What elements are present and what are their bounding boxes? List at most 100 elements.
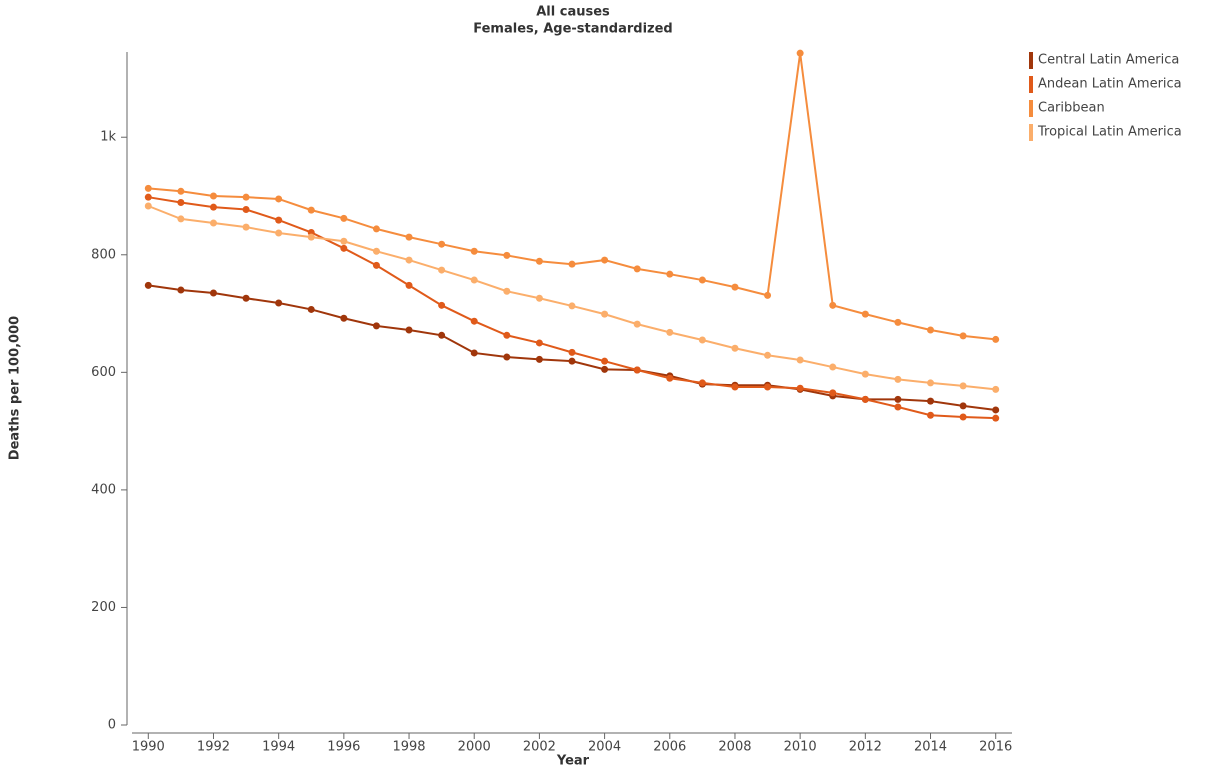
- data-point: [666, 328, 674, 336]
- data-point: [177, 187, 185, 195]
- x-tick-label: 2000: [458, 740, 491, 755]
- x-axis-title: Year: [556, 754, 590, 768]
- data-point: [242, 206, 250, 214]
- data-point: [438, 331, 446, 339]
- data-point: [209, 219, 217, 227]
- chart-title: All causes: [536, 5, 610, 20]
- legend-label: Caribbean: [1038, 101, 1105, 116]
- x-tick-label: 1996: [327, 740, 360, 755]
- x-tick-label: 2012: [849, 740, 882, 755]
- data-point: [405, 281, 413, 289]
- data-point: [438, 240, 446, 248]
- data-point: [666, 270, 674, 278]
- data-point: [633, 320, 641, 328]
- data-point: [861, 395, 869, 403]
- x-tick-label: 2006: [653, 740, 686, 755]
- legend-label: Andean Latin America: [1038, 77, 1182, 92]
- x-tick-label: 1990: [132, 740, 165, 755]
- data-point: [275, 195, 283, 203]
- data-point: [796, 356, 804, 364]
- legend-swatch: [1029, 100, 1033, 117]
- data-point: [503, 251, 511, 259]
- data-point: [405, 233, 413, 241]
- data-point: [568, 348, 576, 356]
- data-point: [764, 291, 772, 299]
- data-point: [568, 357, 576, 365]
- data-point: [927, 326, 935, 334]
- data-point: [698, 336, 706, 344]
- data-point: [894, 318, 902, 326]
- chart-subtitle: Females, Age-standardized: [473, 22, 672, 37]
- data-point: [894, 403, 902, 411]
- data-point: [992, 385, 1000, 393]
- series-line: [148, 53, 996, 341]
- data-point: [242, 193, 250, 201]
- data-point: [438, 266, 446, 274]
- x-tick-label: 1992: [197, 740, 230, 755]
- data-point: [992, 335, 1000, 343]
- legend-label: Central Latin America: [1038, 53, 1179, 68]
- data-point: [535, 257, 543, 265]
- data-point: [405, 326, 413, 334]
- data-point: [568, 302, 576, 310]
- y-axis-title: Deaths per 100,000: [8, 316, 23, 460]
- data-point: [731, 383, 739, 391]
- data-point: [535, 339, 543, 347]
- data-point: [601, 357, 609, 365]
- data-point: [959, 332, 967, 340]
- y-tick-label: 200: [91, 600, 116, 615]
- legend-swatch: [1029, 52, 1033, 69]
- data-point: [764, 351, 772, 359]
- data-point: [470, 349, 478, 357]
- data-point: [796, 49, 804, 57]
- data-point: [666, 374, 674, 382]
- data-point: [568, 260, 576, 268]
- data-point: [731, 344, 739, 352]
- data-point: [601, 256, 609, 264]
- data-point: [307, 233, 315, 241]
- legend-label: Tropical Latin America: [1037, 125, 1182, 140]
- data-point: [470, 247, 478, 255]
- data-point: [307, 305, 315, 313]
- legend-swatch: [1029, 124, 1033, 141]
- data-point: [372, 225, 380, 233]
- x-tick-label: 2004: [588, 740, 621, 755]
- data-point: [829, 301, 837, 309]
- data-point: [927, 397, 935, 405]
- data-point: [698, 379, 706, 387]
- data-point: [340, 244, 348, 252]
- data-point: [470, 276, 478, 284]
- data-point: [633, 265, 641, 273]
- data-point: [829, 363, 837, 371]
- data-point: [927, 411, 935, 419]
- data-point: [177, 286, 185, 294]
- data-point: [438, 301, 446, 309]
- data-point: [177, 198, 185, 206]
- data-point: [601, 365, 609, 373]
- y-tick-label: 0: [108, 718, 116, 733]
- x-tick-label: 1994: [262, 740, 295, 755]
- data-point: [177, 215, 185, 223]
- data-point: [372, 247, 380, 255]
- data-point: [209, 289, 217, 297]
- x-tick-label: 2010: [784, 740, 817, 755]
- data-point: [340, 214, 348, 222]
- data-point: [894, 375, 902, 383]
- data-point: [503, 353, 511, 361]
- data-point: [959, 382, 967, 390]
- data-point: [698, 276, 706, 284]
- data-point: [764, 383, 772, 391]
- data-point: [470, 317, 478, 325]
- x-tick-label: 2014: [914, 740, 947, 755]
- data-point: [209, 192, 217, 200]
- data-point: [829, 389, 837, 397]
- data-point: [275, 216, 283, 224]
- data-point: [340, 237, 348, 245]
- data-point: [861, 370, 869, 378]
- y-tick-label: 800: [91, 247, 116, 262]
- data-point: [372, 261, 380, 269]
- legend-swatch: [1029, 76, 1033, 93]
- data-point: [144, 193, 152, 201]
- data-point: [731, 283, 739, 291]
- data-point: [144, 184, 152, 192]
